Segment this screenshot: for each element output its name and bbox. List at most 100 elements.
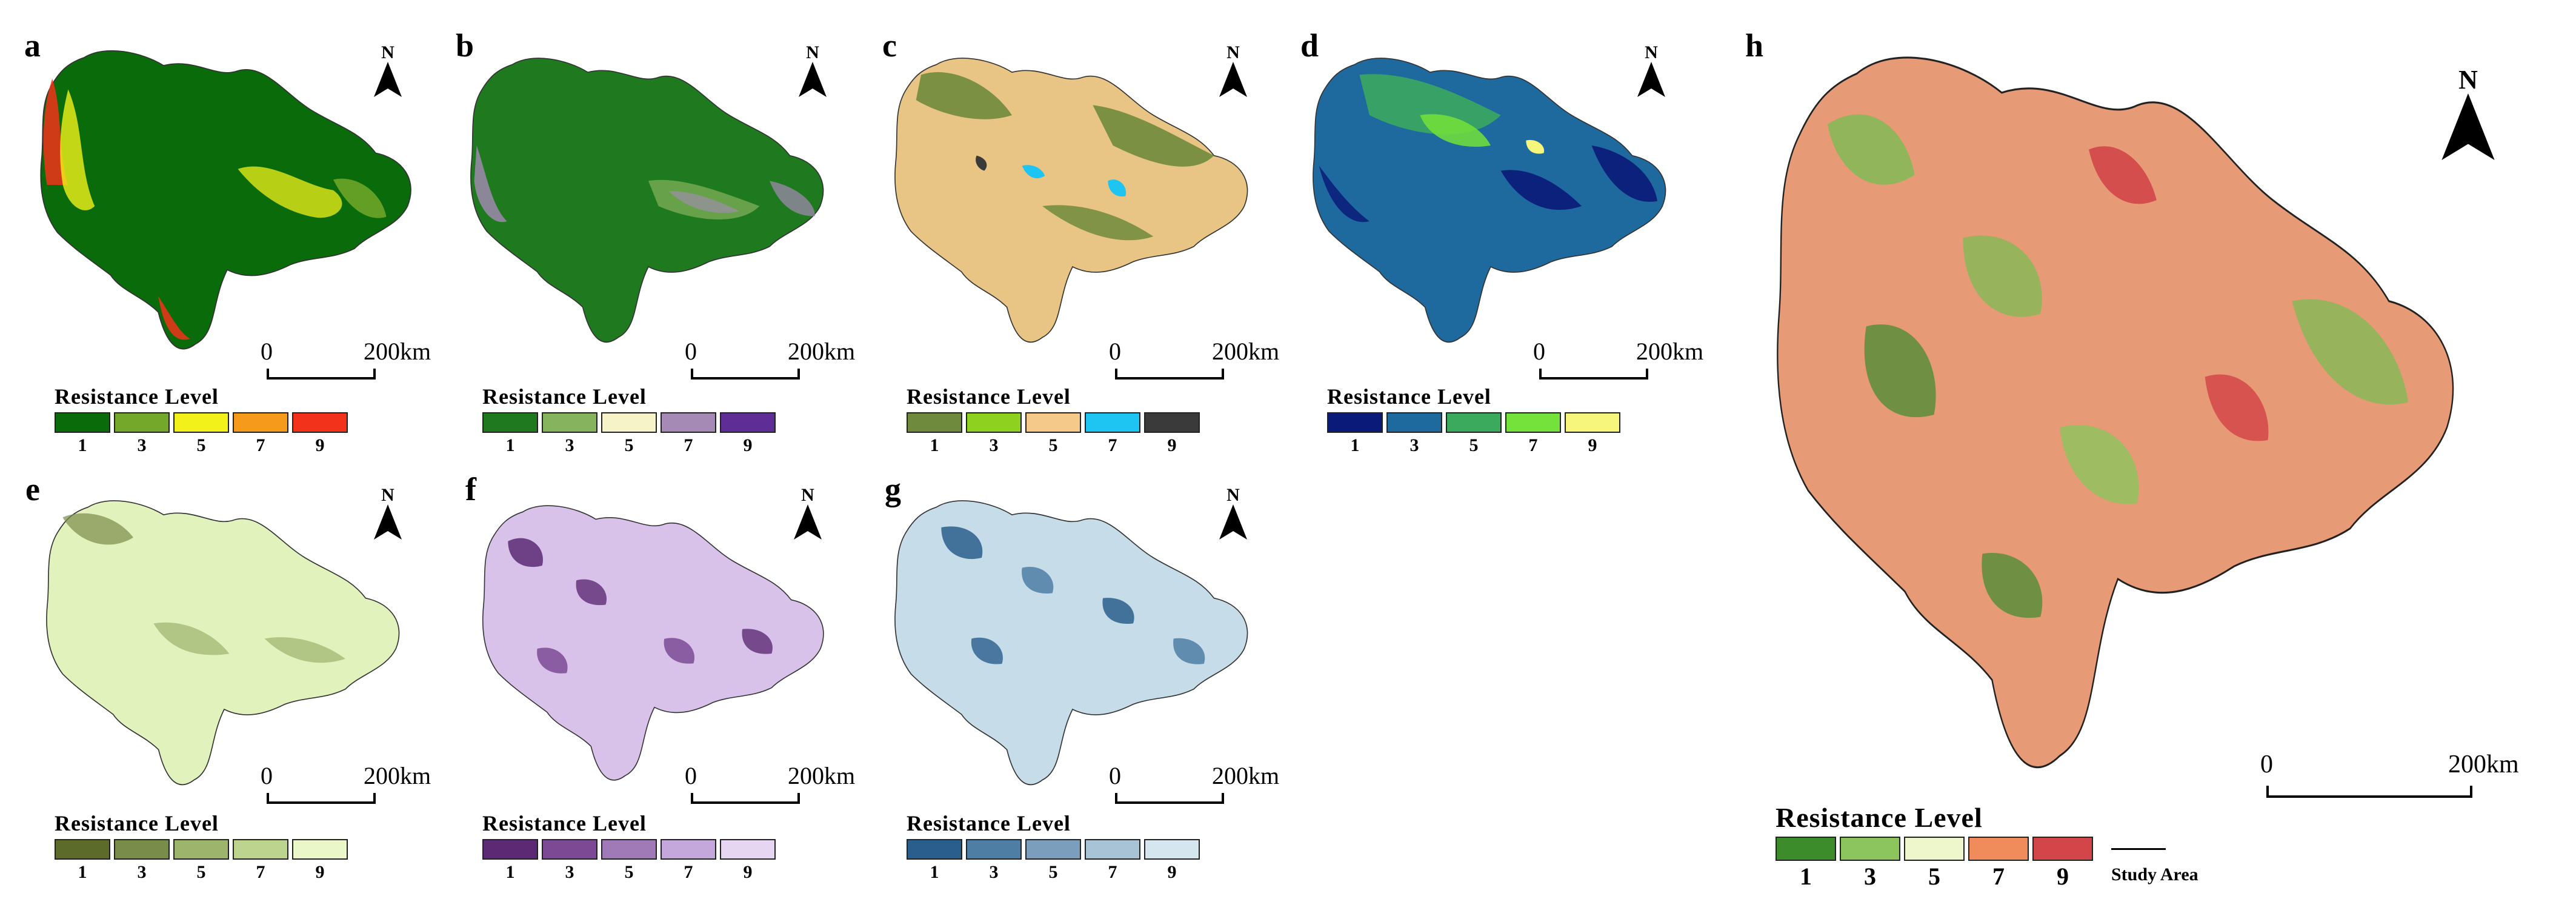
panel-label: h [1745, 27, 1764, 64]
legend-level: 9 [1167, 435, 1177, 455]
legend-level: 5 [624, 862, 634, 882]
study-area-line [2111, 848, 2166, 850]
scale-end: 200km [1212, 762, 1280, 789]
legend-swatch [1776, 837, 1836, 861]
legend: Resistance Level 1 3 5 7 9 [1327, 386, 1620, 455]
scale-bar: 0 200km [685, 764, 855, 818]
legend-level: 5 [1928, 863, 1940, 890]
legend-level: 7 [684, 435, 693, 455]
legend: Resistance Level 1 3 5 7 9 Study Area [1776, 804, 2198, 889]
legend-level: 1 [505, 435, 515, 455]
legend-level: 9 [315, 435, 325, 455]
north-label: N [801, 485, 814, 505]
legend-level: 9 [1167, 862, 1177, 882]
legend-level: 3 [989, 435, 999, 455]
legend-swatch [1085, 839, 1140, 860]
legend-swatch [1565, 412, 1620, 433]
legend-level: 5 [1048, 435, 1058, 455]
north-label: N [1226, 42, 1240, 62]
resistance-map [1776, 56, 2454, 769]
north-label: N [806, 42, 819, 62]
panel-g: g N 0 200km Resistance Level 1 3 5 7 9 [854, 455, 1279, 913]
scale-bar: 0 200km [261, 338, 431, 394]
legend-swatch [1085, 412, 1140, 433]
north-arrow-icon [1637, 62, 1665, 97]
legend-title: Resistance Level [482, 384, 647, 409]
legend-swatch [720, 412, 776, 433]
scale-end: 200km [364, 338, 431, 365]
legend-level: 3 [989, 862, 999, 882]
legend-swatch [55, 839, 110, 860]
resistance-map [46, 500, 400, 786]
legend-level: 9 [315, 862, 325, 882]
panel-e: e N 0 200km Resistance Level 1 3 5 7 9 [0, 455, 431, 913]
legend-level: 5 [624, 435, 634, 455]
legend-swatch [1904, 837, 1965, 861]
north-arrow-icon [1219, 504, 1247, 540]
scale-bar: 0 200km [1109, 762, 1279, 818]
scale-bar: 0 200km [261, 764, 431, 818]
legend-title: Resistance Level [1776, 802, 1983, 833]
legend-title: Resistance Level [482, 811, 647, 835]
legend-swatch [661, 412, 716, 433]
scale-start: 0 [1109, 762, 1121, 789]
resistance-map [894, 500, 1248, 786]
legend-level: 5 [1469, 435, 1479, 455]
legend-swatch [1025, 839, 1081, 860]
north-label: N [1645, 42, 1658, 62]
legend-title: Resistance Level [907, 384, 1071, 409]
panel-label: b [456, 27, 474, 64]
legend-swatch [1327, 412, 1383, 433]
legend-swatch [233, 412, 288, 433]
legend-title: Resistance Level [55, 811, 219, 835]
legend-swatch [292, 839, 348, 860]
scale-end: 200km [788, 762, 856, 789]
legend: Resistance Level 1 3 5 7 9 [907, 386, 1200, 455]
study-area-label: Study Area [2111, 865, 2198, 885]
resistance-map [40, 50, 411, 350]
legend-swatch [907, 839, 962, 860]
legend-swatch [55, 412, 110, 433]
legend-level: 3 [1409, 435, 1419, 455]
panel-label: c [882, 27, 897, 64]
legend-level: 3 [565, 862, 574, 882]
legend-swatch [966, 839, 1022, 860]
resistance-map [894, 58, 1248, 343]
legend: Resistance Level 1 3 5 7 9 [482, 812, 776, 881]
panel-h: h N 0 200km Resistance Level [1727, 0, 2576, 913]
legend-swatch [601, 412, 657, 433]
legend-swatch [114, 412, 170, 433]
legend-title: Resistance Level [907, 811, 1071, 835]
scale-end: 200km [2448, 751, 2519, 778]
legend-level: 7 [1528, 435, 1538, 455]
north-label: N [1226, 485, 1240, 505]
legend: Resistance Level 1 3 5 7 9 [907, 812, 1200, 881]
scale-end: 200km [788, 338, 856, 365]
legend-level: 1 [78, 435, 87, 455]
scale-start: 0 [2260, 751, 2273, 778]
panel-label: d [1300, 27, 1319, 64]
legend-swatch [601, 839, 657, 860]
north-arrow: N [797, 44, 828, 100]
legend-swatch [1025, 412, 1081, 433]
north-arrow: N [2441, 67, 2495, 163]
panel-f: f N 0 200km Resistance Level 1 3 5 7 9 [430, 455, 855, 913]
north-arrow: N [373, 44, 403, 100]
legend-level: 9 [1588, 435, 1597, 455]
legend-swatch [966, 412, 1022, 433]
legend-swatch [482, 839, 538, 860]
legend-level: 9 [743, 435, 753, 455]
legend-swatch [1144, 412, 1200, 433]
legend-swatch [720, 839, 776, 860]
panel-label: e [25, 471, 40, 507]
legend-level: 5 [196, 862, 206, 882]
panel-label: f [465, 471, 476, 507]
north-arrow-icon [1219, 62, 1247, 97]
legend-swatch [173, 412, 229, 433]
legend-swatch [482, 412, 538, 433]
scale-start: 0 [261, 338, 273, 365]
study-area-legend [2111, 848, 2166, 850]
legend-swatch [233, 839, 288, 860]
legend-level: 9 [2057, 863, 2069, 890]
scale-bar: 0 200km [685, 339, 855, 394]
